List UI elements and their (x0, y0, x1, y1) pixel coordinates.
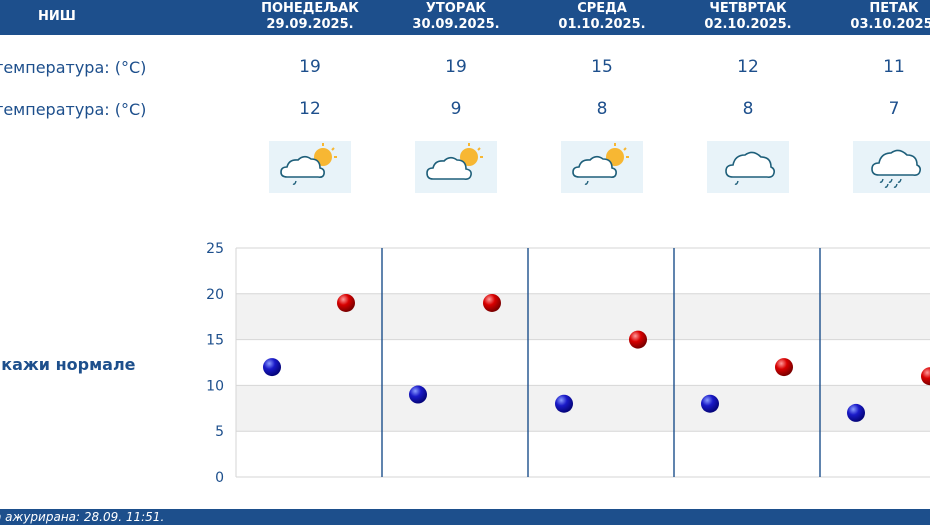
y-tick-label: 5 (215, 424, 224, 440)
day-date: 02.10.2025. (704, 17, 792, 32)
header-bar: НИШ ПОНЕДЕЉАК 29.09.2025. УТОРАК 30.09.2… (0, 0, 930, 35)
day-name: УТОРАК (425, 1, 487, 16)
cloud-rain-icon (853, 141, 930, 193)
max-temp-point (775, 358, 793, 377)
min-temp-point (409, 385, 427, 404)
min-temp-point (847, 403, 865, 422)
max-temp-value: 19 (445, 57, 467, 77)
max-temp-point (483, 293, 501, 312)
last-updated: а ажурирана: 28.09. 11:51. (0, 510, 165, 524)
day-date: 30.09.2025. (412, 17, 500, 32)
day-name: ПОНЕДЕЉАК (261, 1, 359, 16)
y-tick-label: 20 (206, 287, 224, 303)
day-header-thu: ЧЕТВРТАК 02.10.2025. (678, 1, 818, 33)
sun-cloud-light-rain-icon (561, 141, 643, 193)
y-tick-label: 0 (215, 470, 224, 486)
min-temp-point (555, 394, 573, 413)
max-temp-value: 11 (883, 57, 905, 77)
max-temp-point (337, 293, 355, 312)
day-header-fri: ПЕТАК 03.10.2025. (824, 1, 930, 33)
max-temp-point (629, 330, 647, 349)
temperature-chart: 0 5 10 15 20 25 (206, 241, 930, 486)
sun-cloud-icon (415, 141, 497, 193)
day-header-mon: ПОНЕДЕЉАК 29.09.2025. (240, 1, 380, 33)
max-temp-value: 15 (591, 57, 613, 77)
day-name: ЧЕТВРТАК (709, 1, 787, 16)
sun-cloud-light-rain-icon (269, 141, 351, 193)
footer-bar: а ажурирана: 28.09. 11:51. (0, 509, 930, 525)
y-tick-label: 25 (206, 241, 224, 257)
day-date: 29.09.2025. (266, 17, 354, 32)
day-date: 03.10.2025. (850, 17, 930, 32)
max-temp-point (921, 367, 930, 386)
min-temp-value: 8 (596, 99, 608, 119)
max-temp-value: 19 (299, 57, 321, 77)
day-header-wed: СРЕДА 01.10.2025. (532, 1, 672, 33)
y-tick-label: 15 (206, 333, 224, 349)
day-date: 01.10.2025. (558, 17, 646, 32)
cloud-light-rain-icon (707, 141, 789, 193)
max-temp-value: 12 (737, 57, 759, 77)
y-tick-label: 10 (206, 378, 224, 394)
min-temp-point (263, 358, 281, 377)
show-normals-link[interactable]: икажи нормале (0, 355, 136, 374)
day-name: ПЕТАК (869, 1, 919, 16)
min-temp-value: 9 (450, 99, 462, 119)
day-name: СРЕДА (577, 1, 627, 16)
min-temp-value: 8 (742, 99, 754, 119)
min-temp-point (701, 394, 719, 413)
min-temp-value: 12 (299, 99, 321, 119)
min-temp-value: 7 (888, 99, 900, 119)
day-header-tue: УТОРАК 30.09.2025. (386, 1, 526, 33)
min-temp-label: температура: (°C) (0, 100, 147, 119)
max-temp-label: температура: (°C) (0, 58, 147, 77)
chart-band (236, 385, 930, 432)
city-name: НИШ (38, 9, 76, 24)
